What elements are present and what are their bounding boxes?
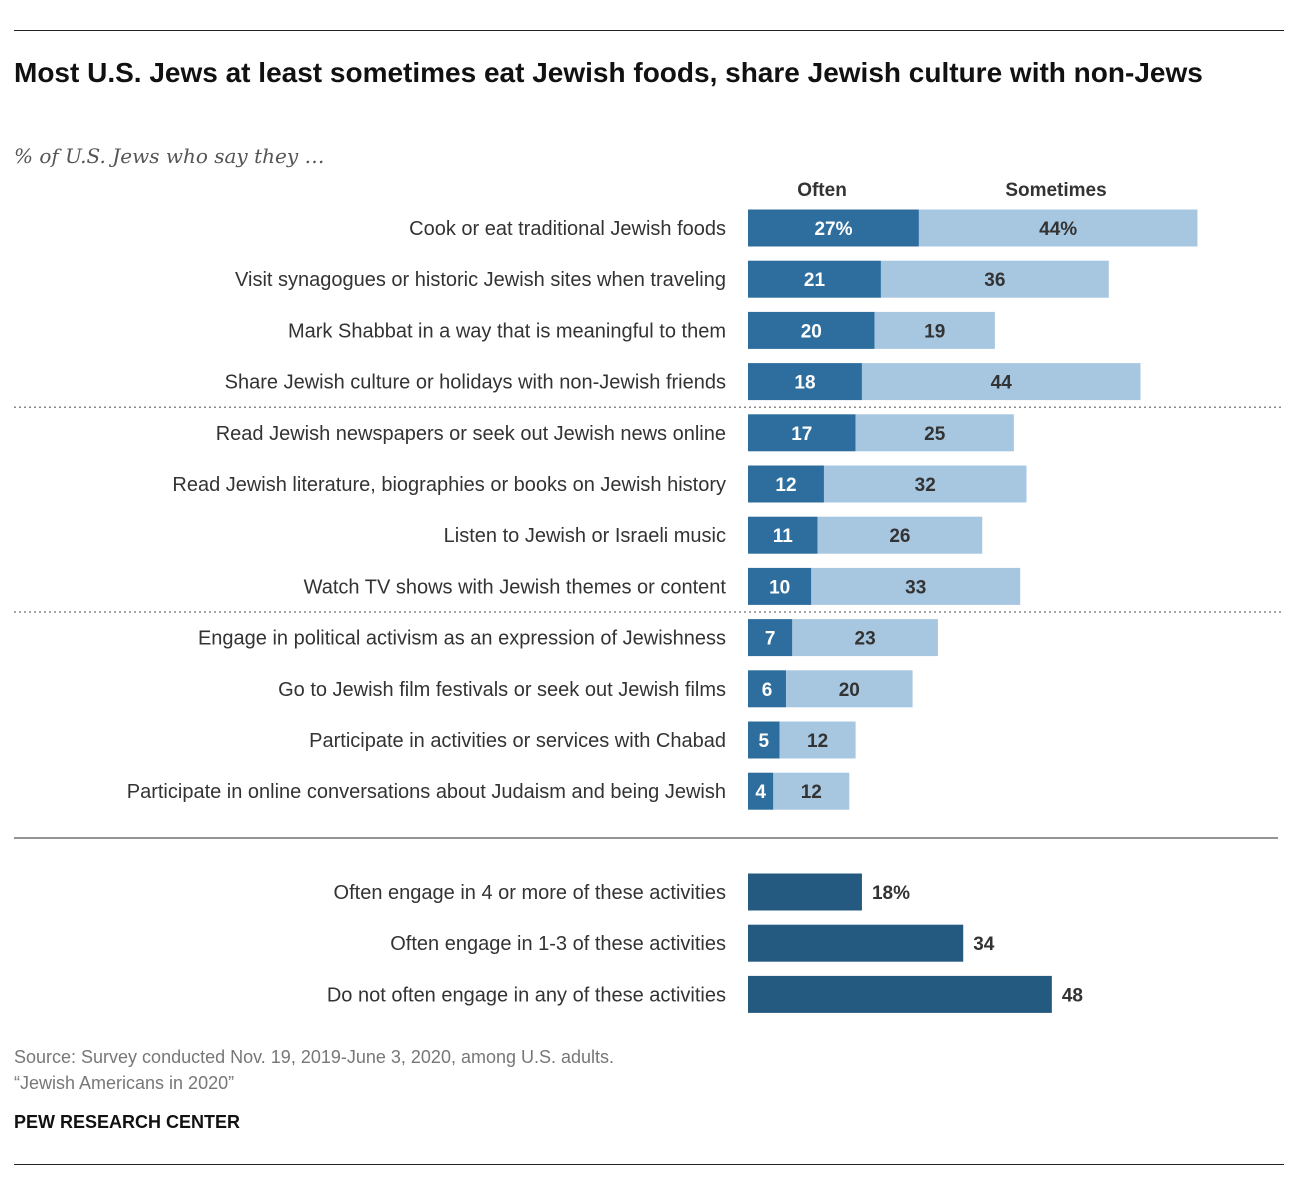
value-label-sometimes: 12	[807, 731, 828, 752]
value-label-sometimes: 20	[839, 680, 860, 701]
summary-category-label: Often engage in 4 or more of these activ…	[334, 882, 726, 904]
value-label-sometimes: 19	[924, 321, 945, 342]
source-line-2: “Jewish Americans in 2020”	[14, 1073, 235, 1093]
bar-sometimes	[918, 209, 1198, 247]
category-label: Listen to Jewish or Israeli music	[444, 525, 726, 547]
bar-often	[748, 516, 818, 554]
summary-value-label: 48	[1062, 985, 1083, 1006]
chart-subtitle: % of U.S. Jews who say they …	[14, 144, 325, 168]
bar-often	[748, 209, 919, 247]
value-label-sometimes: 25	[924, 424, 946, 445]
value-label-often: 21	[804, 270, 826, 291]
bar-sometimes	[792, 619, 938, 657]
source-line-1: Source: Survey conducted Nov. 19, 2019-J…	[14, 1047, 615, 1067]
bar-sometimes	[811, 567, 1021, 605]
category-label: Participate in activities or services wi…	[309, 730, 726, 752]
value-label-sometimes: 44	[991, 373, 1013, 394]
bar-sometimes	[823, 465, 1027, 503]
value-label-often: 5	[759, 731, 770, 752]
bar-sometimes	[785, 670, 913, 708]
bar-sometimes	[779, 721, 856, 759]
value-label-often: 6	[762, 680, 773, 701]
stacked-bar-chart: Often Sometimes Cook or eat traditional Je…	[14, 180, 1284, 839]
category-label: Engage in political activism as an expre…	[198, 628, 726, 650]
bar-sometimes	[861, 363, 1141, 401]
category-label: Read Jewish newspapers or seek out Jewis…	[216, 423, 726, 445]
value-label-often: 20	[801, 321, 822, 342]
category-label: Cook or eat traditional Jewish foods	[409, 218, 726, 240]
summary-value-label: 34	[973, 934, 995, 955]
chart-title: Most U.S. Jews at least sometimes eat Je…	[14, 57, 1203, 88]
summary-value-label: 18%	[872, 883, 910, 904]
credit-line: PEW RESEARCH CENTER	[14, 1112, 241, 1132]
value-label-sometimes: 36	[984, 270, 1005, 291]
bar-often	[748, 670, 786, 708]
value-label-sometimes: 26	[889, 526, 910, 547]
category-label: Go to Jewish film festivals or seek out …	[278, 679, 726, 701]
summary-category-label: Often engage in 1-3 of these activities	[390, 933, 726, 955]
bar-sometimes	[855, 414, 1014, 452]
value-label-sometimes: 23	[855, 629, 876, 650]
value-label-sometimes: 33	[905, 577, 926, 598]
value-label-often: 7	[765, 629, 776, 650]
bar-sometimes	[817, 516, 983, 554]
value-label-sometimes: 44%	[1039, 219, 1077, 240]
bar-often	[748, 721, 780, 759]
summary-bar	[748, 924, 964, 962]
category-label: Participate in online conversations abou…	[127, 781, 726, 803]
summary-category-label: Do not often engage in any of these acti…	[327, 984, 726, 1006]
category-label: Share Jewish culture or holidays with no…	[225, 372, 726, 394]
bar-sometimes	[874, 311, 995, 349]
legend-often: Often	[797, 180, 847, 201]
bar-often	[748, 772, 774, 810]
bar-often	[748, 363, 862, 401]
category-label: Visit synagogues or historic Jewish site…	[235, 269, 726, 291]
value-label-often: 18	[794, 373, 815, 394]
bar-often	[748, 260, 881, 298]
summary-bar-chart: Often engage in 4 or more of these activ…	[327, 873, 1083, 1013]
value-label-sometimes: 12	[801, 782, 822, 803]
bar-often	[748, 465, 824, 503]
value-label-often: 27%	[814, 219, 852, 240]
bar-sometimes	[773, 772, 850, 810]
value-label-often: 10	[769, 577, 790, 598]
value-label-often: 12	[775, 475, 796, 496]
category-label: Read Jewish literature, biographies or b…	[172, 474, 726, 496]
bar-often	[748, 567, 812, 605]
bar-often	[748, 619, 793, 657]
value-label-sometimes: 32	[915, 475, 936, 496]
bar-sometimes	[880, 260, 1109, 298]
summary-bar	[748, 873, 862, 911]
summary-bar	[748, 975, 1052, 1013]
legend-sometimes: Sometimes	[1005, 180, 1106, 201]
category-label: Mark Shabbat in a way that is meaningful…	[288, 320, 726, 342]
bar-often	[748, 414, 856, 452]
category-label: Watch TV shows with Jewish themes or con…	[304, 576, 727, 598]
top-rule	[14, 30, 1284, 31]
value-label-often: 11	[773, 526, 794, 547]
source-note: Source: Survey conducted Nov. 19, 2019-J…	[14, 1044, 614, 1096]
bottom-rule	[14, 1164, 1284, 1165]
value-label-often: 17	[791, 424, 812, 445]
bar-often	[748, 311, 875, 349]
value-label-often: 4	[755, 782, 766, 803]
